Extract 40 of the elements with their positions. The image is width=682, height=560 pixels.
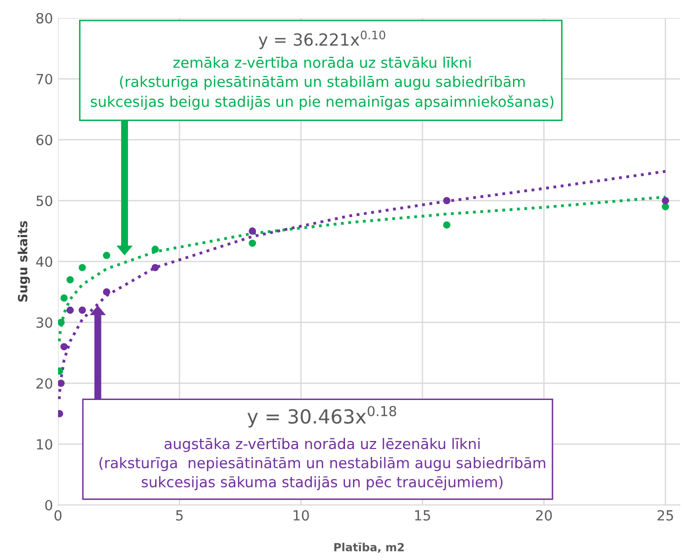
point (443, 196, 450, 204)
y-axis-title: Sugu skaits (18, 221, 30, 302)
point (248, 227, 256, 235)
y-tick-label: 30 (36, 317, 52, 328)
annotation: zemāka z-vērtība norāda uz stāvāku līkni (raksturīga piesātinātām un stabilām augu sabiedrībām sukcesijas beigu stadijās un pie nemainīgas apsaimniekošanas) (90, 56, 554, 110)
point (102, 288, 110, 296)
point (662, 203, 670, 210)
y-tick-label: 80 (36, 12, 52, 24)
x-tick-label: 0 (54, 510, 62, 521)
y-tick-label: 10 (36, 439, 52, 450)
line-series (58, 170, 667, 400)
point (58, 380, 65, 387)
x-tick-label: 25 (658, 510, 674, 521)
point (66, 306, 74, 314)
x-tick-label: 5 (176, 510, 183, 521)
point (60, 343, 68, 350)
point (248, 240, 256, 247)
y-tick-label: 40 (36, 256, 52, 267)
point (78, 306, 86, 314)
x-tick-label: 10 (294, 510, 309, 521)
point (152, 246, 159, 253)
annotation: augstāka z-vērtība norāda uz lēzenāku līkni (raksturīga nepiesātinātām un nestabilām augu sabiedrībām sukcesijas sākuma stadijās un pēc traucējumiem) (100, 438, 546, 490)
x-axis-title: Platība, m2 (334, 542, 404, 553)
point (78, 264, 86, 272)
x-tick-label: 20 (536, 510, 552, 521)
x-tick-label: 15 (415, 510, 430, 521)
point (662, 196, 670, 204)
y-tick-label: 0 (45, 500, 52, 510)
y-tick-label: 20 (36, 378, 52, 389)
point (443, 221, 450, 229)
point (66, 276, 74, 284)
point (60, 294, 68, 302)
annotation: y = 36.221x$^{0.10}$ (258, 30, 386, 50)
point (102, 252, 110, 260)
y-tick-label: 50 (36, 196, 52, 206)
y-tick-label: 70 (36, 74, 52, 84)
point (152, 264, 159, 272)
y-tick-label: 60 (36, 134, 52, 146)
annotation: y = 30.463x$^{0.18}$ (247, 406, 396, 428)
point (58, 318, 65, 326)
